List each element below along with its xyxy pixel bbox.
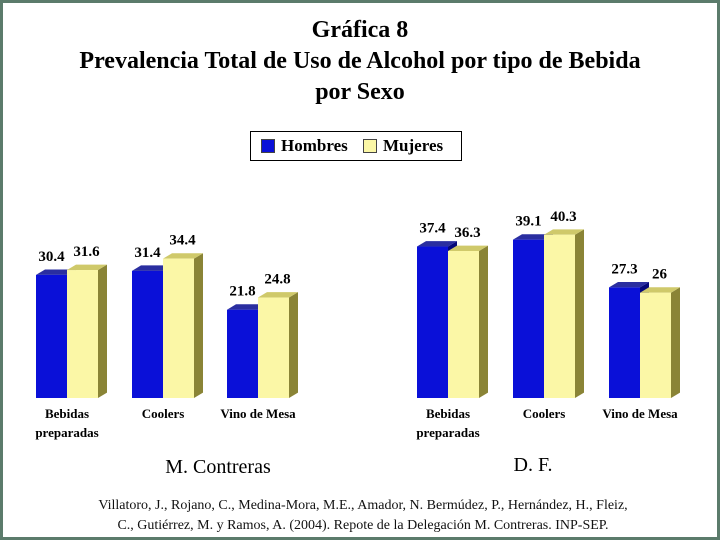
bar-charts: 30.4 31.6 Bebidas preparadas 31.4 34.4 Coolers…	[35, 209, 680, 440]
legend-swatch-mujeres	[363, 139, 377, 153]
bar-p2-c3-hombres-front	[609, 287, 640, 398]
bar-p1-c1-hombres-top	[36, 269, 76, 275]
legend-item-hombres: Hombres	[261, 137, 348, 155]
data-label-p2-c2-hombres: 39.1	[515, 214, 541, 230]
bar-p2-c3-mujeres	[640, 287, 680, 398]
title-line-2: Prevalencia Total de Uso de Alcohol por …	[79, 48, 641, 74]
legend-swatch-hombres	[261, 139, 275, 153]
category-label-p1-c2: Coolers	[142, 406, 185, 421]
data-label-p2-c2-mujeres: 40.3	[550, 209, 576, 225]
category-label-p1-c1: Bebidas preparadas	[35, 406, 98, 440]
data-label-p1-c1-mujeres: 31.6	[73, 244, 100, 260]
data-label-p2-c1-mujeres: 36.3	[454, 225, 480, 241]
bar-p2-c3-mujeres-side	[671, 287, 680, 398]
bar-p1-c1-mujeres-side	[98, 264, 107, 398]
bar-p2-c3-mujeres-front	[640, 292, 671, 398]
bar-p1-c3-hombres-top	[227, 304, 267, 310]
bar-p1-c2-mujeres	[163, 253, 203, 398]
bar-p2-c2-mujeres-side	[575, 229, 584, 398]
bar-p1-c2-mujeres-side	[194, 253, 203, 398]
data-label-p2-c3-hombres: 27.3	[611, 261, 637, 277]
bar-p2-c1-hombres-front	[417, 246, 448, 398]
bar-p1-c3-mujeres-top	[258, 292, 298, 298]
legend-label-mujeres: Mujeres	[383, 136, 444, 155]
bar-p2-c2-mujeres-top	[544, 229, 584, 235]
bar-p2-c2-hombres-top	[513, 234, 553, 240]
chart-title: Gráfica 8 Prevalencia Total de Uso de Al…	[3, 15, 717, 108]
data-label-p1-c1-hombres: 30.4	[38, 249, 65, 265]
bar-p2-c2-mujeres-front	[544, 234, 575, 398]
data-label-p2-c1-hombres: 37.4	[419, 221, 446, 237]
bar-p1-c3-mujeres	[258, 292, 298, 398]
bar-p1-c2-hombres-front	[132, 270, 163, 398]
bar-p1-c2-hombres-top	[132, 265, 172, 271]
category-label-p2-c3: Vino de Mesa	[602, 406, 678, 421]
citation-line-2: C., Gutiérrez, M. y Ramos, A. (2004). Re…	[117, 518, 609, 533]
bar-p2-c2-hombres-front	[513, 239, 544, 398]
data-label-p1-c2-mujeres: 34.4	[169, 233, 196, 249]
bar-p1-c1-mujeres-front	[67, 270, 98, 398]
bar-p1-c1-hombres-front	[36, 274, 67, 398]
bar-p1-c1-mujeres	[67, 264, 107, 398]
category-label-p1-c3: Vino de Mesa	[220, 406, 296, 421]
bar-p1-c1-mujeres-top	[67, 264, 107, 271]
legend-item-mujeres: Mujeres	[363, 137, 443, 155]
bar-p2-c2-mujeres	[544, 229, 584, 398]
legend-label-hombres: Hombres	[281, 136, 348, 155]
bar-p2-c1-mujeres-front	[448, 250, 479, 398]
bar-p1-c3-mujeres-side	[289, 292, 298, 398]
category-label-p2-c1: Bebidas preparadas	[416, 406, 479, 440]
panel-label-contreras: M. Contreras	[165, 456, 271, 478]
title-line-3: por Sexo	[315, 79, 405, 105]
bar-p1-c2-mujeres-front	[163, 258, 194, 398]
citation: Villatoro, J., Rojano, C., Medina-Mora, …	[23, 496, 703, 536]
bar-p2-c1-hombres-top	[417, 241, 457, 247]
title-line-1: Gráfica 8	[311, 17, 409, 43]
bar-p2-c1-mujeres-side	[479, 245, 488, 398]
data-label-p1-c2-hombres: 31.4	[134, 245, 161, 261]
citation-line-1: Villatoro, J., Rojano, C., Medina-Mora, …	[98, 498, 628, 513]
data-label-p2-c3-mujeres: 26	[652, 267, 668, 283]
data-label-p1-c3-hombres: 21.8	[229, 284, 255, 300]
legend: Hombres Mujeres	[250, 131, 462, 161]
bar-p2-c3-mujeres-top	[640, 287, 680, 293]
data-label-p1-c3-mujeres: 24.8	[264, 272, 290, 288]
bar-p1-c3-mujeres-front	[258, 297, 289, 398]
bar-p2-c1-mujeres-top	[448, 245, 488, 251]
bar-p1-c3-hombres-front	[227, 309, 258, 398]
category-label-p2-c2: Coolers	[523, 406, 566, 421]
bar-p2-c1-mujeres	[448, 245, 488, 398]
bar-p1-c2-hombres	[132, 265, 172, 398]
bar-p1-c2-mujeres-top	[163, 253, 203, 259]
bar-p2-c3-hombres-top	[609, 282, 649, 288]
panel-label-df: D. F.	[513, 454, 553, 476]
